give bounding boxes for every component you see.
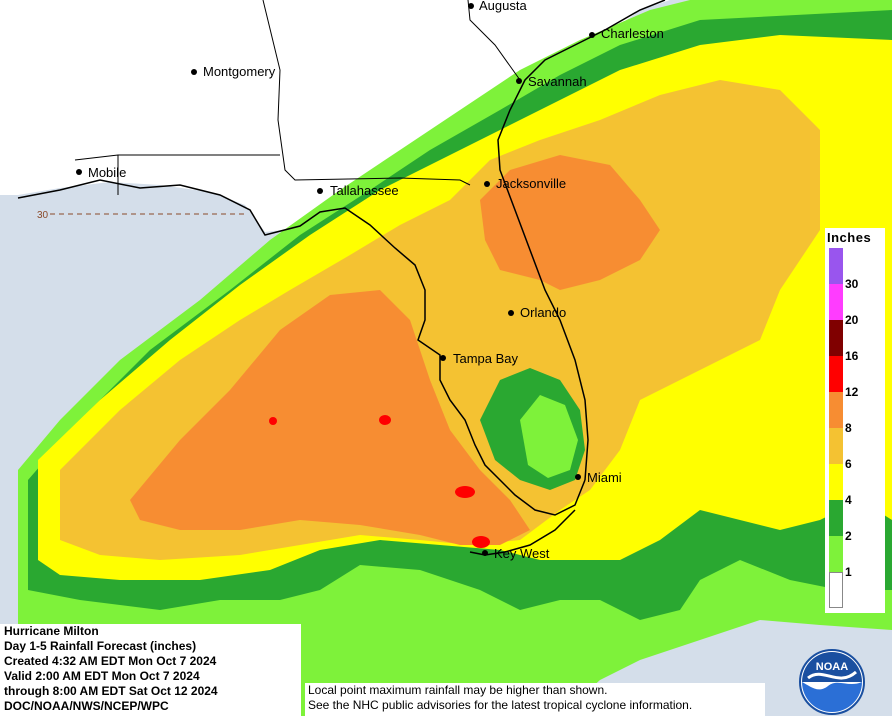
- disclaimer-line-1: Local point maximum rainfall may be high…: [308, 683, 608, 697]
- legend-swatch-6: [829, 356, 843, 392]
- svg-text:Key West: Key West: [494, 546, 550, 561]
- state-boundaries: [74, 0, 521, 195]
- legend-tick-12: 12: [845, 385, 859, 399]
- rainfall-legend: Inches 1 2 4 6 8 12 16 20 30: [825, 228, 885, 613]
- legend-swatch-7: [829, 320, 843, 356]
- rain-8-12-gulf: [130, 290, 530, 545]
- svg-text:Tampa Bay: Tampa Bay: [453, 351, 519, 366]
- city-augusta: Augusta: [468, 0, 527, 13]
- legend-tick-2: 2: [845, 529, 852, 543]
- rain-8-12-jax: [480, 155, 660, 290]
- city-jacksonville: Jacksonville: [484, 176, 566, 191]
- legend-tick-30: 30: [845, 277, 859, 291]
- legend-swatch-3: [829, 464, 843, 500]
- legend-tick-4: 4: [845, 493, 852, 507]
- svg-text:Savannah: Savannah: [528, 74, 587, 89]
- agency-credit: DOC/NOAA/NWS/NCEP/WPC: [4, 699, 169, 713]
- city-mobile: Mobile: [76, 165, 126, 180]
- legend-title: Inches: [827, 230, 872, 245]
- rain-12-16-spot-3: [379, 415, 391, 425]
- rain-12-16-spot-2: [472, 536, 490, 548]
- svg-text:Tallahassee: Tallahassee: [330, 183, 399, 198]
- legend-swatch-8: [829, 284, 843, 320]
- svg-text:Mobile: Mobile: [88, 165, 126, 180]
- svg-text:Charleston: Charleston: [601, 26, 664, 41]
- legend-swatch-4: [829, 428, 843, 464]
- storm-name: Hurricane Milton: [4, 624, 99, 638]
- city-montgomery: Montgomery: [191, 64, 276, 79]
- rain-1-2-okeechobee: [520, 395, 578, 478]
- coastline-atlantic: [497, 0, 666, 481]
- valid-start: Valid 2:00 AM EDT Mon Oct 7 2024: [4, 669, 200, 683]
- noaa-logo-icon: NOAA: [799, 649, 865, 715]
- svg-text:NOAA: NOAA: [816, 661, 848, 673]
- svg-text:Jacksonville: Jacksonville: [496, 176, 566, 191]
- rain-12-16-spot-4: [269, 417, 277, 425]
- legend-swatch-5: [829, 392, 843, 428]
- city-savannah: Savannah: [516, 74, 587, 89]
- latitude-label-30: 30: [37, 210, 49, 221]
- rain-12-16-spot-1: [455, 486, 475, 498]
- svg-text:Augusta: Augusta: [479, 0, 527, 13]
- svg-text:Orlando: Orlando: [520, 305, 566, 320]
- city-charleston: Charleston: [589, 26, 664, 41]
- city-miami: Miami: [575, 470, 622, 485]
- legend-tick-20: 20: [845, 313, 859, 327]
- disclaimer-note: Local point maximum rainfall may be high…: [305, 683, 765, 716]
- legend-swatch-9: [829, 248, 843, 284]
- product-title: Day 1-5 Rainfall Forecast (inches): [4, 639, 197, 653]
- city-tampa-bay: Tampa Bay: [440, 351, 519, 366]
- city-tallahassee: Tallahassee: [317, 183, 399, 198]
- coastline-gulf: [17, 179, 586, 516]
- forecast-info-box: Hurricane Milton Day 1-5 Rainfall Foreca…: [0, 624, 301, 716]
- created-time: Created 4:32 AM EDT Mon Oct 7 2024: [4, 654, 217, 668]
- legend-tick-1: 1: [845, 565, 852, 579]
- legend-swatch-2: [829, 500, 843, 536]
- valid-end: through 8:00 AM EDT Sat Oct 12 2024: [4, 684, 218, 698]
- legend-tick-6: 6: [845, 457, 852, 471]
- svg-text:Montgomery: Montgomery: [203, 64, 276, 79]
- legend-tick-8: 8: [845, 421, 852, 435]
- legend-tick-16: 16: [845, 349, 859, 363]
- legend-swatch-1: [829, 536, 843, 572]
- legend-color-bar: [829, 248, 843, 608]
- city-key-west: Key West: [482, 546, 550, 561]
- disclaimer-line-2: See the NHC public advisories for the la…: [308, 698, 693, 712]
- svg-text:Miami: Miami: [587, 470, 622, 485]
- legend-swatch-0: [829, 572, 843, 608]
- city-orlando: Orlando: [508, 305, 566, 320]
